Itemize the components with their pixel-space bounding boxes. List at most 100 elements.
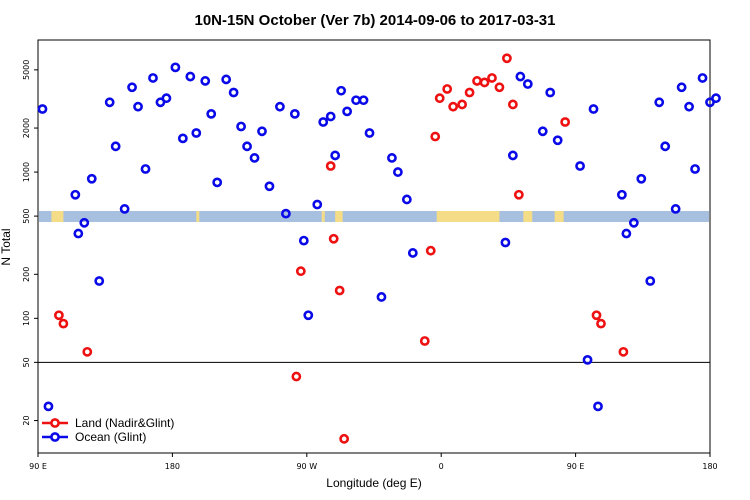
ocean-point — [522, 79, 533, 89]
ocean-point — [537, 126, 548, 137]
ocean-point — [616, 189, 627, 200]
land-point — [502, 53, 512, 64]
ocean-point — [507, 150, 518, 161]
ocean-point — [401, 194, 412, 205]
y-tick-label: 1000 — [22, 162, 31, 182]
land-segment — [51, 211, 64, 222]
land-point — [295, 266, 306, 277]
ocean-point — [185, 71, 196, 82]
x-axis: 90 E 180 90 W 0 90 E 180 — [29, 453, 718, 471]
ocean-point — [37, 104, 48, 114]
y-axis: 20 50 100 200 500 1000 2000 5000 — [22, 60, 38, 426]
x-tick-label: 90 E — [567, 462, 585, 471]
x-tick-label: 180 — [165, 462, 180, 471]
land-point — [494, 82, 505, 93]
ocean-point — [228, 87, 239, 98]
ocean-point — [79, 217, 90, 228]
land-point — [339, 433, 350, 444]
land-point — [430, 131, 441, 142]
land-segment — [196, 211, 200, 222]
ocean-point — [191, 128, 202, 138]
ocean-point — [280, 208, 291, 219]
x-tick-label: 0 — [439, 462, 444, 471]
land-point — [334, 285, 345, 296]
land-point — [325, 161, 336, 171]
ocean-point — [70, 189, 81, 200]
ocean-point — [200, 76, 211, 86]
chart-title: 10N-15N October (Ver 7b) 2014-09-06 to 2… — [194, 12, 555, 29]
land-segment — [335, 211, 343, 222]
land-point — [507, 99, 518, 110]
ocean-point — [236, 121, 246, 132]
ocean-point — [387, 153, 397, 163]
land-point — [560, 117, 571, 127]
ocean-point — [206, 108, 217, 119]
y-tick-label: 50 — [22, 357, 31, 367]
x-tick-label: 90 W — [296, 462, 317, 471]
ocean-point — [104, 97, 115, 108]
ocean-point — [264, 181, 275, 192]
ocean-point — [140, 164, 151, 174]
ocean-point — [275, 101, 285, 112]
land-point — [328, 233, 339, 244]
ocean-point — [257, 126, 267, 137]
land-point — [479, 77, 490, 88]
ocean-point — [500, 237, 511, 248]
x-tick-label: 180 — [702, 462, 717, 471]
ocean-point — [515, 71, 526, 82]
land-point — [457, 99, 468, 110]
legend: Land (Nadir&Glint)Ocean (Glint) — [42, 416, 174, 444]
ocean-point — [148, 73, 158, 83]
ocean-point — [660, 141, 671, 152]
ocean-point — [364, 128, 375, 138]
y-tick-label: 100 — [22, 311, 31, 326]
land-segment — [436, 211, 500, 222]
x-axis-label: Longitude (deg E) — [326, 476, 421, 490]
land-point — [434, 93, 445, 104]
ocean-point — [221, 74, 232, 85]
land-point — [425, 245, 436, 256]
ocean-point — [342, 106, 353, 117]
ocean-point — [407, 248, 418, 258]
land-point — [513, 189, 524, 200]
legend-marker — [50, 432, 60, 442]
ocean-point — [376, 292, 387, 302]
ocean-point — [318, 117, 329, 127]
land-point — [291, 371, 302, 382]
ocean-point — [552, 135, 563, 146]
ocean-point — [690, 164, 700, 174]
ocean-point — [336, 85, 347, 96]
land-segment — [523, 211, 533, 222]
ocean-point — [711, 93, 721, 104]
ocean-point — [621, 228, 632, 239]
ocean-point — [351, 95, 361, 106]
plot-frame — [37, 39, 711, 454]
land-point — [464, 87, 475, 98]
land-series — [54, 53, 629, 444]
land-point — [596, 318, 606, 329]
ocean-point — [73, 228, 84, 239]
ocean-point — [575, 161, 585, 171]
x-tick-label: 90 E — [29, 462, 47, 471]
ocean-point — [645, 276, 656, 286]
ocean-point — [212, 177, 223, 188]
land-point — [419, 336, 430, 346]
land-point — [591, 310, 602, 321]
ocean-point — [161, 93, 172, 104]
ocean-point — [676, 82, 687, 93]
ocean-point — [697, 73, 708, 83]
ocean-point — [133, 101, 143, 112]
land-point — [58, 318, 69, 329]
ocean-point — [43, 401, 54, 412]
legend-marker — [50, 418, 60, 428]
ocean-point — [582, 354, 593, 365]
ocean-point — [242, 141, 252, 152]
data-points — [37, 53, 721, 444]
land-point — [472, 76, 482, 86]
legend-label: Land (Nadir&Glint) — [75, 416, 174, 430]
ocean-point — [636, 173, 647, 184]
ocean-point — [127, 82, 137, 93]
land-point — [618, 346, 629, 357]
ocean-point — [170, 62, 181, 73]
